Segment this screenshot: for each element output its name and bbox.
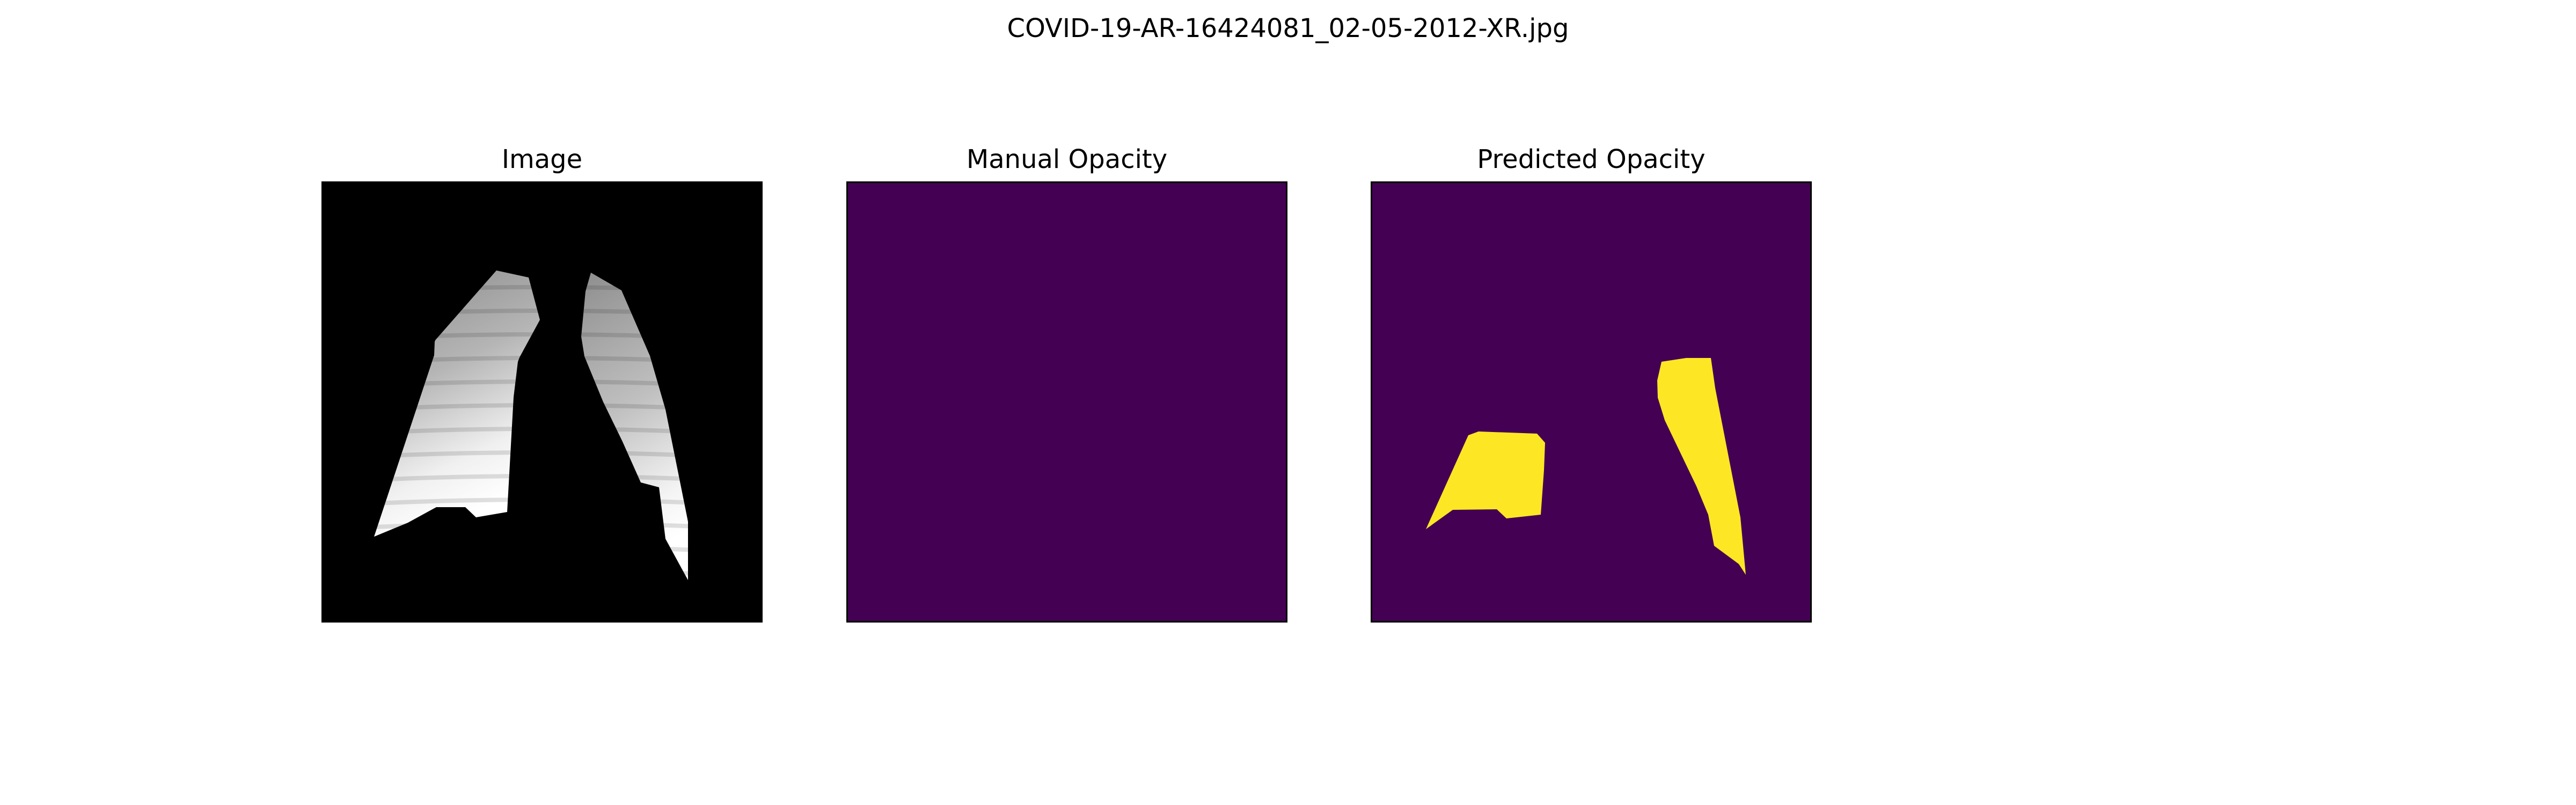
manual-opacity-panel-title: Manual Opacity [966,144,1168,174]
xray-image [323,183,761,621]
predicted-opacity-region-left [1426,431,1545,529]
manual-opacity-mask [848,183,1286,621]
predicted-opacity-mask [1372,183,1810,621]
manual-opacity-panel-frame [846,181,1287,623]
predicted-opacity-panel: Predicted Opacity [1371,144,1812,623]
figure-title: COVID-19-AR-16424081_02-05-2012-XR.jpg [1007,13,1569,43]
image-panel-frame [321,181,763,623]
image-panel-title: Image [501,144,583,174]
manual-opacity-panel: Manual Opacity [846,144,1287,623]
predicted-opacity-panel-title: Predicted Opacity [1477,144,1706,174]
predicted-opacity-region-right [1657,358,1746,575]
predicted-opacity-panel-frame [1371,181,1812,623]
image-panel: Image [321,144,763,623]
